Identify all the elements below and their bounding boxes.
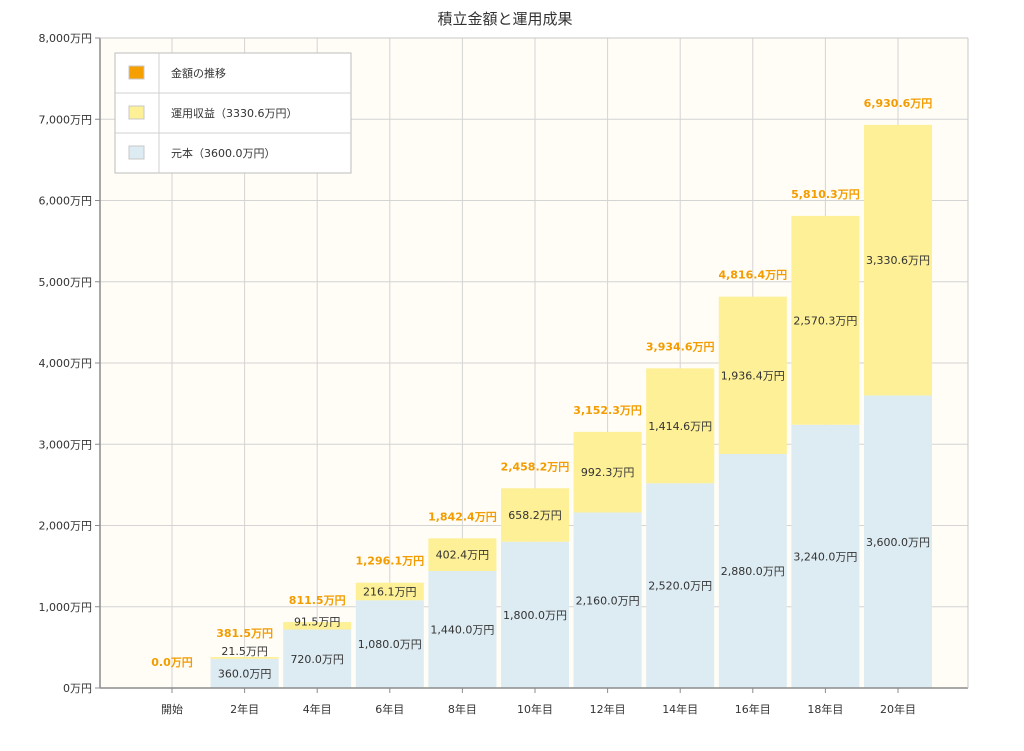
data-label-principal: 2,520.0万円 (648, 580, 712, 593)
bar-return (355, 582, 424, 601)
data-label-total: 1,842.4万円 (428, 510, 497, 523)
x-tick-label: 20年目 (880, 702, 916, 716)
data-label-return: 2,570.3万円 (793, 314, 857, 327)
x-tick-label: 12年目 (590, 702, 626, 716)
data-label-return: 216.1万円 (363, 585, 417, 598)
data-label-principal: 1,440.0万円 (430, 624, 494, 637)
data-label-return: 658.2万円 (508, 509, 562, 522)
legend-label: 金額の推移 (171, 66, 226, 80)
bar-principal (501, 541, 569, 688)
legend-swatch (128, 65, 145, 80)
data-label-principal: 1,800.0万円 (503, 609, 567, 622)
bar-return (501, 488, 569, 542)
bar-return (791, 215, 860, 425)
x-tick-label: 2年目 (230, 702, 259, 716)
bar-principal (355, 600, 424, 688)
legend-swatch (128, 105, 145, 120)
data-label-return: 1,414.6万円 (648, 420, 712, 433)
bar-principal (864, 395, 932, 688)
bar-return (573, 431, 642, 513)
bar-return (283, 622, 352, 630)
data-label-total: 811.5万円 (289, 594, 346, 607)
bar-return (864, 124, 932, 396)
y-tick-label: 7,000万円 (39, 113, 93, 126)
x-tick-label: 6年目 (375, 702, 404, 716)
data-label-return: 992.3万円 (581, 466, 635, 479)
data-label-return: 402.4万円 (436, 549, 490, 562)
bar-return (428, 538, 497, 571)
bar-principal (791, 424, 860, 688)
y-tick-label: 2,000万円 (39, 520, 93, 533)
data-label-total: 6,930.6万円 (864, 97, 933, 110)
data-label-principal: 2,160.0万円 (576, 594, 640, 607)
bar-principal (210, 658, 279, 688)
data-label-total: 381.5万円 (216, 627, 273, 640)
data-label-principal: 3,240.0万円 (793, 550, 857, 563)
bar-return (210, 657, 279, 659)
y-tick-label: 6,000万円 (39, 195, 93, 208)
data-label-principal: 3,600.0万円 (866, 536, 930, 549)
y-tick-label: 4,000万円 (39, 357, 93, 370)
data-label-return: 3,330.6万円 (866, 254, 930, 267)
legend-label: 元本（3600.0万円） (171, 146, 276, 160)
bar-principal (428, 571, 497, 688)
bar-principal (646, 483, 715, 688)
legend-label: 運用収益（3330.6万円） (171, 106, 298, 120)
data-label-principal: 2,880.0万円 (721, 565, 785, 578)
chart-title: 積立金額と運用成果 (437, 10, 572, 28)
data-label-total: 5,810.3万円 (791, 188, 860, 201)
legend-swatch (128, 145, 145, 160)
data-label-total: 2,458.2万円 (501, 460, 570, 473)
bar-principal (573, 512, 642, 688)
x-tick-label: 4年目 (303, 702, 332, 716)
bar-return (646, 368, 715, 484)
legend-box (114, 52, 352, 174)
data-label-total: 4,816.4万円 (718, 269, 787, 282)
x-tick-label: 10年目 (517, 702, 553, 716)
x-tick-label: 16年目 (735, 702, 771, 716)
data-label-total: 3,934.6万円 (646, 340, 715, 353)
data-label-total: 0.0万円 (151, 656, 193, 669)
data-label-return: 91.5万円 (294, 616, 341, 629)
bar-return (718, 296, 787, 454)
x-tick-label: 8年目 (448, 702, 477, 716)
bar-principal (718, 454, 787, 688)
bar-principal (283, 629, 352, 688)
data-label-return: 21.5万円 (221, 645, 268, 658)
y-tick-label: 1,000万円 (39, 601, 93, 614)
x-tick-label: 14年目 (662, 702, 698, 716)
y-tick-label: 3,000万円 (39, 438, 93, 451)
data-label-principal: 720.0万円 (290, 653, 344, 666)
data-label-principal: 1,080.0万円 (358, 638, 422, 651)
y-tick-label: 5,000万円 (39, 276, 93, 289)
data-label-total: 1,296.1万円 (355, 555, 424, 568)
x-tick-label: 開始 (161, 702, 183, 716)
y-tick-label: 8,000万円 (39, 32, 93, 45)
data-label-principal: 360.0万円 (218, 667, 272, 680)
y-tick-label: 0万円 (63, 682, 92, 695)
data-label-total: 3,152.3万円 (573, 404, 642, 417)
data-label-return: 1,936.4万円 (721, 369, 785, 382)
x-tick-label: 18年目 (807, 702, 843, 716)
